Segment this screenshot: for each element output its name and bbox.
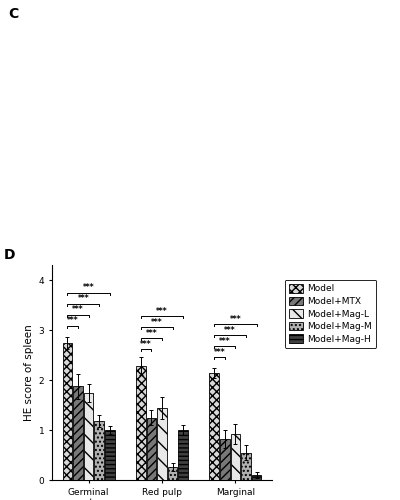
Bar (157, 408, 167, 480)
Bar (220, 439, 230, 480)
Bar (63, 342, 72, 480)
Bar (147, 418, 156, 480)
Text: ***: *** (224, 326, 236, 335)
Text: ***: *** (140, 340, 152, 349)
Bar (230, 434, 240, 480)
Bar (73, 386, 83, 480)
Text: ***: *** (78, 294, 89, 303)
Text: ***: *** (219, 337, 230, 346)
Bar (209, 372, 219, 480)
Bar (136, 366, 146, 480)
Bar (105, 430, 115, 480)
Bar (252, 475, 261, 480)
Text: ***: *** (151, 318, 162, 327)
Text: ***: *** (230, 315, 241, 324)
Text: D: D (4, 248, 15, 262)
Y-axis label: HE score of spleen: HE score of spleen (24, 324, 34, 421)
Bar (94, 421, 104, 480)
Bar (168, 466, 177, 480)
Text: ***: *** (72, 305, 84, 314)
Bar (84, 392, 94, 480)
Text: ***: *** (146, 329, 157, 338)
Bar (241, 452, 251, 480)
Text: ***: *** (67, 316, 78, 325)
Legend: Model, Model+MTX, Model+Mag-L, Model+Mag-M, Model+Mag-H: Model, Model+MTX, Model+Mag-L, Model+Mag… (284, 280, 376, 348)
Text: ***: *** (214, 348, 225, 357)
Text: ***: *** (156, 306, 168, 316)
Text: ***: *** (83, 283, 94, 292)
Bar (178, 430, 188, 480)
Text: C: C (8, 8, 18, 22)
